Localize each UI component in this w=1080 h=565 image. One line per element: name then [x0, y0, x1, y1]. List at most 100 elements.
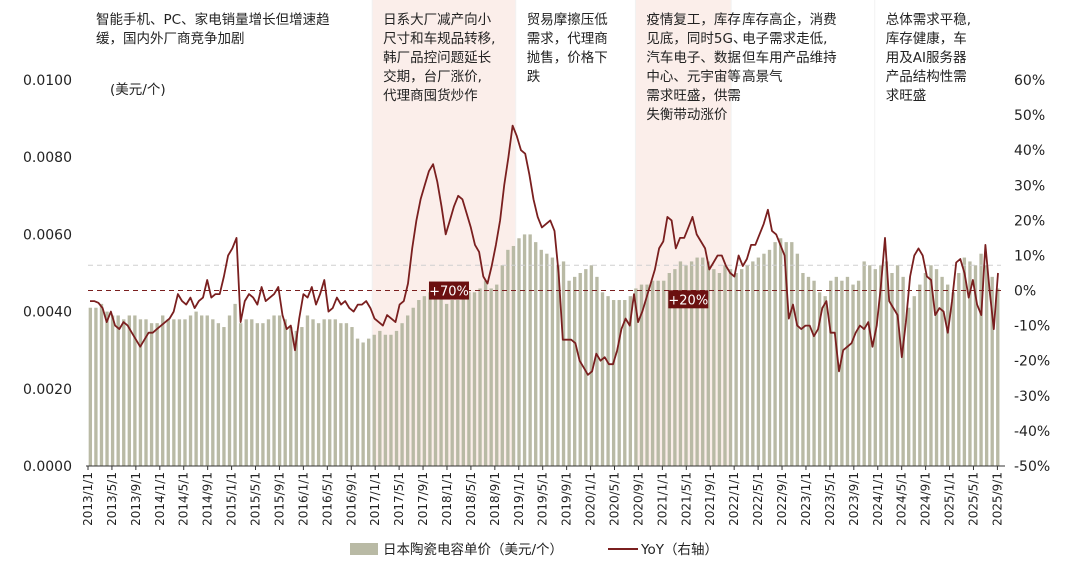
bar — [962, 257, 967, 466]
bar — [127, 315, 131, 466]
bar — [717, 273, 722, 466]
annotation-line: 高景气 — [742, 68, 783, 85]
bar — [834, 276, 838, 466]
annotation-line: 缓，国内外厂商竞争加剧 — [96, 30, 245, 47]
x-axis-tick: 2015/1/1 — [225, 472, 239, 526]
right-axis-tick: 10% — [1014, 248, 1045, 264]
bar — [662, 280, 666, 466]
bar — [266, 319, 271, 466]
x-axis-tick: 2025/1/1 — [943, 472, 957, 526]
bar — [701, 257, 705, 466]
bar — [333, 319, 337, 466]
bar — [277, 315, 282, 466]
bar — [773, 242, 777, 466]
bar — [907, 307, 911, 466]
bar — [367, 338, 371, 466]
annotation-line: 代理商囤货炒作 — [383, 87, 478, 104]
bar — [723, 265, 727, 466]
legend-label-bars: 日本陶瓷电容单价（美元/个） — [383, 541, 563, 558]
bar — [316, 323, 321, 466]
bar — [667, 273, 671, 466]
bar — [272, 315, 276, 466]
annotation-line: 汽车电子、数据 — [646, 49, 741, 66]
left-axis-tick: 0.0020 — [23, 382, 72, 398]
annotation-line: 但车用产品维持 — [742, 49, 837, 66]
bar — [311, 319, 315, 466]
bar — [862, 261, 866, 466]
bar — [645, 284, 649, 466]
value-tag-label: +70% — [429, 285, 469, 300]
bar — [339, 323, 343, 466]
value-tag-label: +20% — [668, 293, 708, 308]
bar — [996, 288, 1000, 466]
bar — [149, 323, 154, 466]
x-axis-tick: 2024/1/1 — [871, 472, 885, 526]
bar — [740, 269, 744, 466]
annotation-line: 贸易摩擦压低 — [527, 11, 608, 28]
bar — [623, 300, 627, 466]
x-axis-tick: 2021/1/1 — [655, 472, 669, 526]
annotation-line: 产品结构性需 — [886, 69, 967, 85]
bar — [795, 253, 800, 466]
bar — [522, 234, 527, 466]
bar — [300, 327, 304, 466]
left-axis-tick: 0.0060 — [23, 227, 72, 243]
bar — [634, 288, 638, 466]
x-axis-tick: 2017/5/1 — [392, 472, 406, 526]
x-axis-tick: 2021/9/1 — [703, 472, 717, 526]
bar — [94, 307, 98, 466]
bar — [433, 292, 438, 466]
bar — [778, 238, 783, 466]
bar — [984, 265, 989, 466]
bar — [116, 315, 120, 466]
unit-label: (美元/个) — [110, 82, 166, 98]
bar — [528, 234, 532, 466]
bar — [817, 292, 822, 466]
bar — [728, 269, 733, 466]
bar — [539, 249, 543, 466]
bar — [456, 300, 460, 466]
bar — [422, 296, 427, 466]
value-tag-box — [668, 290, 709, 309]
bar — [578, 273, 582, 466]
bar — [378, 330, 382, 466]
bar — [918, 284, 922, 466]
bar — [745, 265, 749, 466]
bar — [790, 242, 794, 466]
right-axis-tick: -50% — [1014, 459, 1050, 475]
bar — [389, 334, 393, 466]
bar — [250, 319, 254, 466]
x-axis-tick: 2021/5/1 — [679, 472, 693, 526]
bar — [856, 280, 861, 466]
bar — [511, 245, 516, 466]
bar — [879, 265, 883, 466]
bar — [678, 261, 683, 466]
bar — [355, 338, 360, 466]
bar — [945, 284, 950, 466]
bar — [489, 288, 493, 466]
bar — [567, 280, 571, 466]
bar — [444, 303, 449, 466]
right-axis-tick: 0% — [1014, 284, 1036, 300]
bar — [394, 330, 399, 466]
bar — [222, 327, 226, 466]
bar — [767, 249, 772, 466]
annotation-line: 失衡带动涨价 — [646, 107, 727, 123]
x-axis-tick: 2022/9/1 — [775, 472, 789, 526]
bar — [294, 330, 298, 466]
annotation-line: 总体需求平稳, — [886, 12, 971, 28]
bar — [467, 292, 471, 466]
bar — [483, 280, 488, 466]
bar — [957, 273, 961, 466]
annotation-line: 求旺盛 — [886, 88, 927, 104]
bar — [840, 280, 844, 466]
bar — [500, 265, 504, 466]
annotation-line: 中心、元宇宙等 — [646, 68, 741, 85]
bar — [472, 292, 477, 466]
bar — [183, 319, 187, 466]
bar — [895, 265, 900, 466]
bar — [734, 273, 738, 466]
x-axis-tick: 2015/9/1 — [272, 472, 286, 526]
